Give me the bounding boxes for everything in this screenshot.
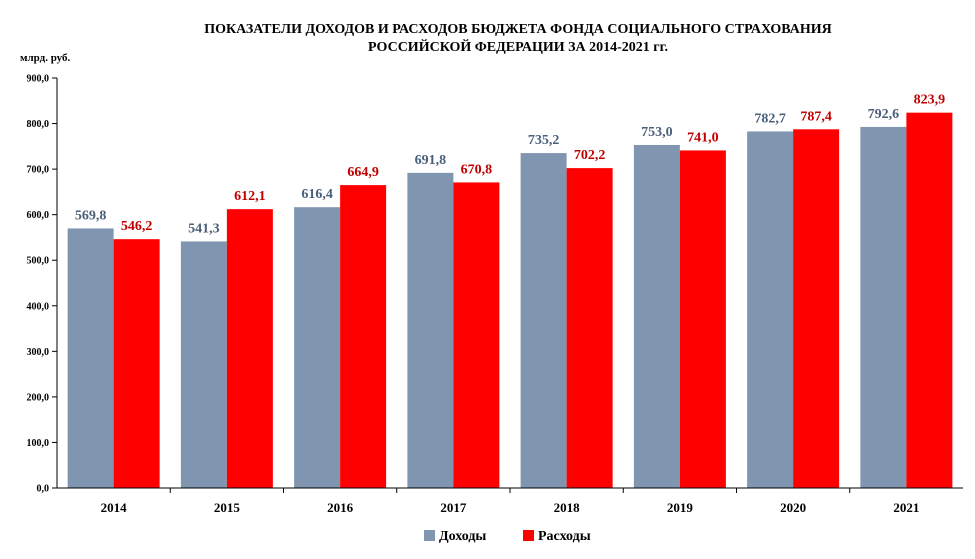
- bar-income-2021: [860, 126, 907, 488]
- y-tick-label: 300,0: [27, 347, 50, 358]
- data-label-expense-2020: 787,4: [800, 109, 832, 124]
- y-tick-label: 100,0: [27, 438, 50, 449]
- y-tick-label: 200,0: [27, 392, 50, 403]
- bar-expense-2017: [453, 182, 500, 488]
- data-label-expense-2014: 546,2: [121, 219, 153, 234]
- data-label-expense-2015: 612,1: [234, 189, 266, 204]
- x-tick-label: 2016: [327, 500, 354, 515]
- x-tick-label: 2020: [780, 500, 806, 515]
- data-label-expense-2019: 741,0: [687, 130, 719, 145]
- y-tick-label: 400,0: [27, 301, 50, 312]
- y-tick-label: 700,0: [27, 165, 50, 176]
- bars: [67, 112, 953, 489]
- legend: Доходы Расходы: [424, 529, 591, 544]
- data-label-expense-2016: 664,9: [347, 165, 379, 180]
- x-tick-label: 2021: [893, 500, 919, 515]
- bar-income-2020: [747, 131, 794, 489]
- x-tick-label: 2015: [214, 500, 241, 515]
- data-label-income-2020: 782,7: [754, 111, 786, 126]
- bar-expense-2015: [226, 209, 273, 488]
- x-axis-ticks: 2014 2015 2016 2017 2018 2019 2020 2021: [101, 488, 919, 515]
- x-tick-label: 2017: [440, 500, 467, 515]
- legend-swatch-expense: [523, 530, 534, 541]
- x-tick-label: 2014: [101, 500, 128, 515]
- legend-swatch-income: [424, 530, 435, 541]
- data-label-expense-2017: 670,8: [461, 162, 493, 177]
- y-tick-label: 500,0: [27, 256, 50, 267]
- bar-expense-2021: [906, 112, 953, 488]
- bar-expense-2020: [793, 129, 840, 488]
- data-label-income-2021: 792,6: [868, 107, 900, 122]
- bar-income-2015: [180, 241, 227, 488]
- data-label-income-2019: 753,0: [641, 125, 673, 140]
- data-label-income-2017: 691,8: [415, 153, 447, 168]
- y-tick-label: 800,0: [27, 119, 50, 130]
- bar-income-2019: [633, 144, 680, 488]
- bar-expense-2018: [566, 168, 613, 488]
- bar-expense-2016: [340, 185, 387, 488]
- y-tick-label: 900,0: [27, 74, 50, 85]
- data-label-income-2018: 735,2: [528, 133, 560, 148]
- data-label-income-2016: 616,4: [301, 187, 333, 202]
- chart-title: ПОКАЗАТЕЛИ ДОХОДОВ И РАСХОДОВ БЮДЖЕТА ФО…: [204, 22, 832, 37]
- data-label-income-2014: 569,8: [75, 208, 107, 223]
- bar-income-2014: [67, 228, 114, 488]
- legend-label-income: Доходы: [439, 529, 486, 544]
- x-tick-label: 2019: [667, 500, 694, 515]
- bar-income-2017: [407, 172, 454, 488]
- y-tick-label: 600,0: [27, 210, 50, 221]
- data-label-expense-2018: 702,2: [574, 148, 606, 163]
- y-tick-label: 0,0: [37, 484, 50, 495]
- chart-subtitle: РОССИЙСКОЙ ФЕДЕРАЦИИ ЗА 2014-2021 гг.: [368, 38, 668, 55]
- y-axis-ticks: 0,0 100,0 200,0 300,0 400,0 500,0 600,0 700,0 80…: [27, 74, 57, 495]
- bar-income-2018: [520, 153, 567, 488]
- data-label-expense-2021: 823,9: [914, 93, 946, 108]
- legend-label-expense: Расходы: [538, 529, 591, 544]
- x-tick-label: 2018: [554, 500, 581, 515]
- y-axis-unit: млрд. руб.: [20, 52, 71, 64]
- bar-expense-2019: [679, 150, 726, 488]
- data-label-income-2015: 541,3: [188, 221, 220, 236]
- bar-income-2016: [294, 207, 341, 488]
- data-labels: 569,8 546,2 541,3 612,1 616,4 664,9 691,8 670,8…: [75, 93, 945, 237]
- bar-expense-2014: [113, 239, 160, 488]
